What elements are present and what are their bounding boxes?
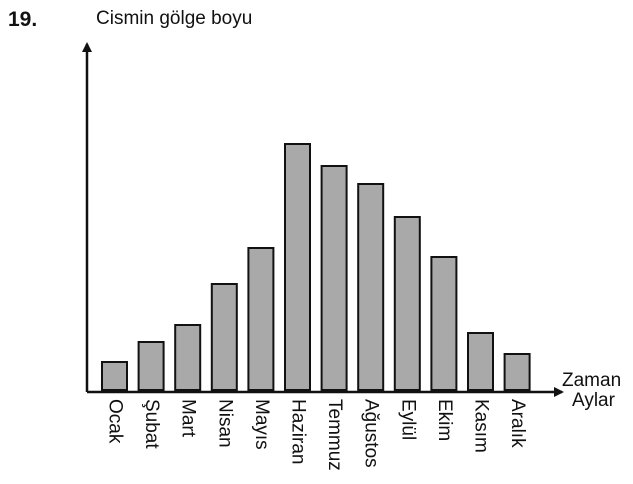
bar-5 (284, 143, 311, 391)
x-tick-labels: Ocak Şubat Mart Nisan Mayıs Haziran Temmuz Ağus… (104, 399, 528, 471)
x-tick-label-3: Nisan (214, 399, 235, 448)
x-axis-label-line1: Zaman (562, 370, 621, 391)
x-axis-label-line2: Aylar (572, 390, 616, 411)
bar-2 (174, 324, 202, 391)
bar-10 (467, 332, 494, 391)
bar-4 (247, 247, 275, 391)
bar-9 (430, 256, 458, 391)
bars-group (101, 143, 531, 391)
x-tick-label-2: Mart (178, 399, 199, 438)
x-tick-label-4: Mayıs (251, 399, 272, 450)
bar-1 (137, 341, 165, 391)
bar-11 (503, 353, 531, 391)
x-tick-label-10: Kasım (470, 399, 491, 453)
bar-0 (101, 361, 128, 391)
x-tick-label-6: Temmuz (324, 399, 345, 471)
bar-8 (393, 216, 421, 391)
x-tick-label-9: Ekim (434, 399, 455, 441)
bar-6 (320, 165, 348, 391)
x-tick-label-7: Ağustos (361, 399, 382, 468)
x-tick-label-5: Haziran (287, 399, 308, 464)
bar-7 (357, 183, 385, 391)
y-axis-label: Cismin gölge boyu (96, 8, 252, 29)
x-tick-label-8: Eylül (397, 399, 418, 440)
question-number: 19. (8, 8, 38, 31)
x-tick-label-0: Ocak (104, 399, 125, 444)
x-tick-label-11: Aralık (507, 399, 528, 448)
x-tick-label-1: Şubat (141, 399, 162, 449)
bar-3 (210, 283, 238, 391)
